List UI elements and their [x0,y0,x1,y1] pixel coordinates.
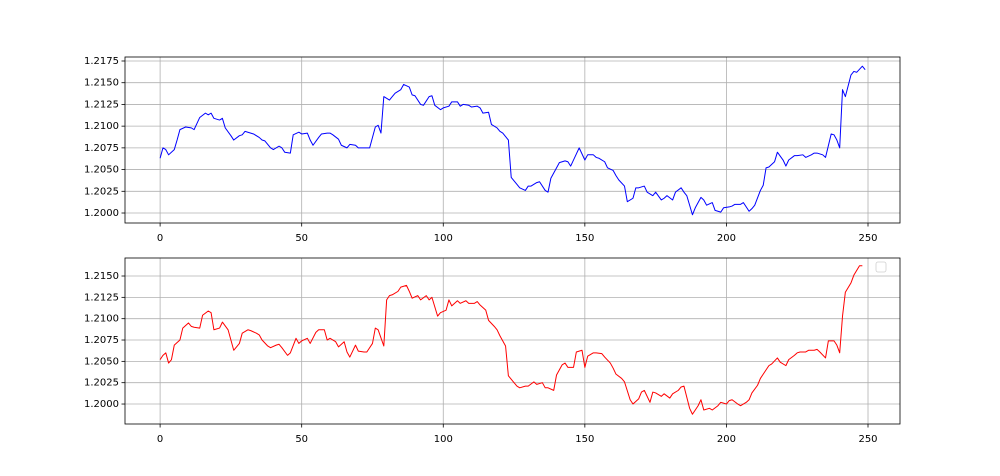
x-tick-label: 250 [858,434,877,445]
y-tick-label: 1.2125 [84,292,119,303]
y-tick-label: 1.2075 [84,143,119,154]
axes-frame [124,56,901,224]
x-tick-label: 150 [575,434,594,445]
legend [875,261,887,273]
y-tick-label: 1.2050 [84,165,119,176]
x-tick-label: 150 [575,233,594,244]
y-tick-label: 1.2100 [84,314,119,325]
x-tick-label: 100 [434,434,453,445]
x-tick-label: 200 [717,434,736,445]
y-tick-label: 1.2175 [84,56,119,67]
x-tick-label: 250 [858,233,877,244]
y-tick-label: 1.2150 [84,271,119,282]
x-tick-label: 0 [157,233,163,244]
x-tick-label: 50 [295,434,308,445]
x-tick-label: 0 [157,434,163,445]
x-tick-label: 100 [434,233,453,244]
y-tick-label: 1.2150 [84,78,119,89]
x-tick-label: 200 [717,233,736,244]
y-tick-label: 1.2000 [84,399,119,410]
y-tick-label: 1.2025 [84,186,119,197]
data-line [159,265,863,415]
data-line [159,65,866,216]
x-tick-label: 50 [295,233,308,244]
y-tick-label: 1.2000 [84,208,119,219]
axes-frame [124,257,901,425]
y-tick-label: 1.2050 [84,356,119,367]
y-tick-label: 1.2100 [84,121,119,132]
y-tick-label: 1.2125 [84,99,119,110]
y-tick-label: 1.2075 [84,335,119,346]
y-tick-label: 1.2025 [84,378,119,389]
